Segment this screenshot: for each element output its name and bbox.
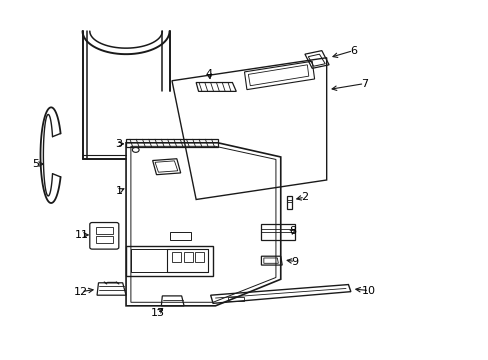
Text: 6: 6 xyxy=(349,46,356,56)
Bar xyxy=(286,196,292,210)
Text: 3: 3 xyxy=(115,139,122,149)
Text: 10: 10 xyxy=(362,285,375,296)
Text: 5: 5 xyxy=(32,159,39,169)
Text: 11: 11 xyxy=(75,230,88,240)
Bar xyxy=(183,252,192,261)
Text: 2: 2 xyxy=(301,192,308,202)
Bar xyxy=(227,297,244,301)
Bar xyxy=(95,236,113,243)
Bar xyxy=(95,227,113,234)
Bar xyxy=(172,252,180,261)
Text: 9: 9 xyxy=(291,257,298,266)
Bar xyxy=(261,224,295,240)
Text: 13: 13 xyxy=(150,308,164,318)
Text: 4: 4 xyxy=(205,69,212,79)
Text: 8: 8 xyxy=(289,226,296,237)
Text: 7: 7 xyxy=(360,78,367,89)
Text: 12: 12 xyxy=(74,287,88,297)
Bar xyxy=(195,252,203,261)
Bar xyxy=(169,233,191,240)
Text: 1: 1 xyxy=(116,186,123,195)
